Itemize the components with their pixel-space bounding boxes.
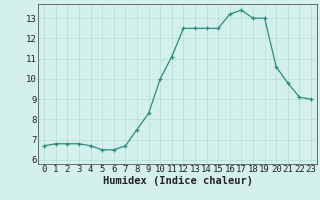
X-axis label: Humidex (Indice chaleur): Humidex (Indice chaleur) — [103, 176, 252, 186]
